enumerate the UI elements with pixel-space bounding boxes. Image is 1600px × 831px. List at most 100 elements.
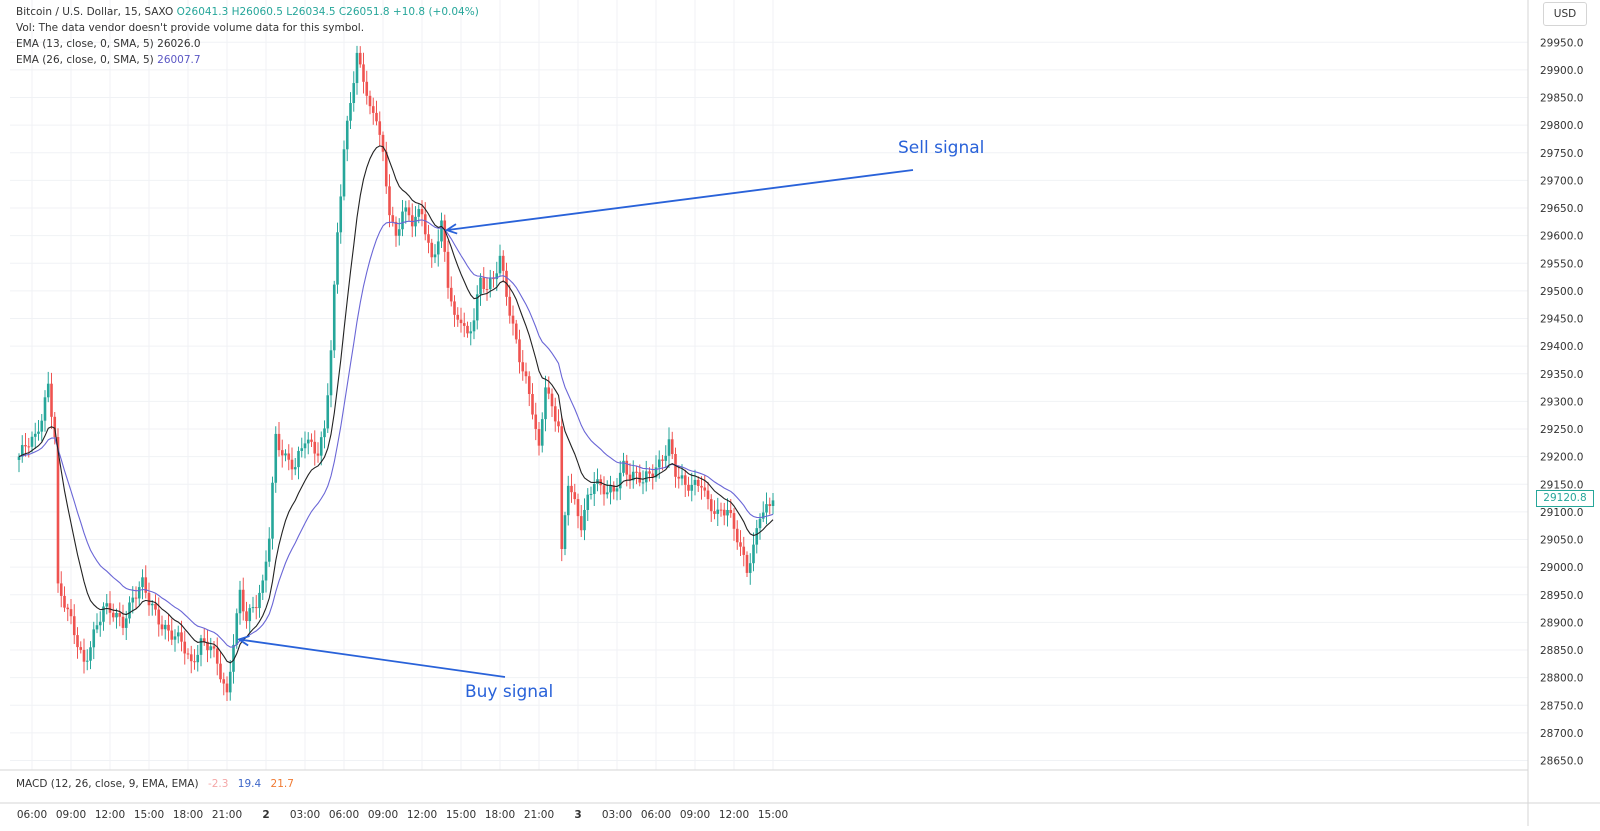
candle-body[interactable] [212,646,216,649]
candle-body[interactable] [677,476,681,479]
candle-body[interactable] [618,472,622,489]
ema13-line[interactable] [18,145,774,664]
candle-body[interactable] [709,499,713,512]
candle-body[interactable] [46,383,50,398]
candle-body[interactable] [570,485,573,493]
candle-body[interactable] [456,314,460,320]
candle-body[interactable] [722,509,726,516]
candle-body[interactable] [625,460,629,475]
candle-body[interactable] [752,544,755,564]
candle-body[interactable] [339,196,343,233]
candle-body[interactable] [657,459,661,468]
candle-body[interactable] [459,319,463,324]
candle-body[interactable] [713,511,716,514]
candle-body[interactable] [449,287,453,302]
candle-body[interactable] [362,64,365,82]
candle-body[interactable] [342,149,346,197]
candle-body[interactable] [696,479,700,486]
candle-body[interactable] [323,428,326,438]
candle-body[interactable] [397,229,401,236]
candle-body[interactable] [661,459,664,461]
candle-body[interactable] [352,83,356,104]
candle-body[interactable] [300,448,304,451]
candle-body[interactable] [716,509,720,514]
candle-body[interactable] [316,453,320,456]
candle-body[interactable] [358,52,362,65]
candle-body[interactable] [271,482,274,539]
candle-body[interactable] [30,436,34,447]
candle-body[interactable] [635,471,638,473]
candle-body[interactable] [264,561,268,581]
ema26-line[interactable] [18,219,774,648]
candle-body[interactable] [605,492,609,495]
candle-body[interactable] [592,483,596,494]
candle-body[interactable] [381,134,385,152]
candle-body[interactable] [287,453,291,460]
candle-body[interactable] [63,595,66,608]
candle-body[interactable] [726,509,729,516]
candle-body[interactable] [667,439,671,456]
candle-body[interactable] [527,376,531,395]
candle-body[interactable] [297,450,300,468]
candle-body[interactable] [739,542,742,547]
currency-button[interactable]: USD [1543,2,1587,26]
candle-body[interactable] [254,607,258,609]
candle-body[interactable] [293,467,297,470]
candle-body[interactable] [566,485,570,516]
candle-body[interactable] [173,636,177,640]
candle-body[interactable] [544,387,547,420]
candle-body[interactable] [72,616,76,636]
macd-legend[interactable]: MACD (12, 26, close, 9, EMA, EMA) -2.3 1… [16,778,294,790]
candle-body[interactable] [466,325,469,334]
candle-body[interactable] [115,612,118,618]
candle-body[interactable] [284,453,287,456]
candle-body[interactable] [654,467,658,478]
candle-body[interactable] [531,394,534,415]
candle-body[interactable] [589,493,593,495]
candle-body[interactable] [433,254,437,258]
candle-body[interactable] [524,371,528,377]
candle-body[interactable] [167,624,170,631]
candle-body[interactable] [560,426,564,550]
candle-body[interactable] [670,439,674,455]
candle-body[interactable] [40,420,44,432]
candle-body[interactable] [20,445,24,457]
candle-body[interactable] [423,214,427,235]
candle-body[interactable] [56,437,60,584]
candle-body[interactable] [332,284,336,351]
candle-body[interactable] [540,419,544,446]
candle-body[interactable] [245,611,248,622]
candle-body[interactable] [742,546,746,555]
candle-body[interactable] [79,647,83,650]
candle-body[interactable] [319,437,323,456]
candle-body[interactable] [108,603,112,613]
candle-body[interactable] [228,671,232,693]
candle-body[interactable] [329,350,333,396]
candle-body[interactable] [326,395,330,429]
candle-body[interactable] [98,621,102,626]
candle-body[interactable] [511,315,515,324]
candle-body[interactable] [644,471,648,483]
candle-body[interactable] [89,647,92,661]
candle-body[interactable] [745,554,749,573]
candle-body[interactable] [508,296,512,316]
candle-body[interactable] [92,629,96,648]
candle-body[interactable] [440,220,443,242]
candle-body[interactable] [563,515,567,550]
candle-body[interactable] [290,459,294,470]
candle-body[interactable] [683,475,687,485]
candle-body[interactable] [235,613,239,645]
candle-body[interactable] [180,632,183,642]
candle-body[interactable] [102,606,105,622]
candle-body[interactable] [765,504,768,513]
candle-body[interactable] [576,499,580,517]
candle-body[interactable] [732,513,736,529]
candle-body[interactable] [313,441,317,454]
candle-body[interactable] [27,446,31,448]
candle-body[interactable] [274,433,278,483]
candle-body[interactable] [436,241,440,255]
candle-body[interactable] [680,475,684,479]
candle-body[interactable] [482,277,486,290]
candle-body[interactable] [111,612,115,618]
